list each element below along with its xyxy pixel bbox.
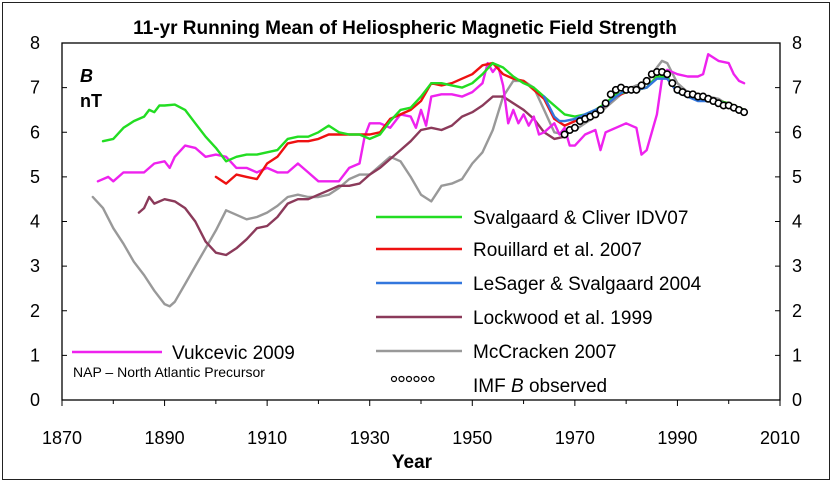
- y-tick-label: 2: [30, 301, 40, 321]
- legend-label-2: Rouillard et al. 2007: [473, 240, 642, 261]
- legend-note: NAP – North Atlantic Precursor: [73, 364, 265, 380]
- legend-observed-marker: [405, 375, 413, 383]
- y-tick-label-right: 6: [792, 122, 802, 142]
- y-tick-label: 8: [30, 33, 40, 53]
- y-tick-label-right: 1: [792, 345, 802, 365]
- observed-point: [606, 90, 615, 99]
- y-tick-label: 1: [30, 345, 40, 365]
- legend-observed-marker: [420, 375, 428, 383]
- y-tick-label-right: 8: [792, 33, 802, 53]
- legend-label-3: LeSager & Svalgaard 2004: [473, 274, 702, 295]
- x-tick-label: 1990: [657, 428, 697, 448]
- observed-point: [663, 70, 672, 79]
- y-axis-unit: nT: [80, 91, 102, 111]
- legend-label-5: McCracken 2007: [473, 342, 617, 363]
- legend-label-6: Vukcevic 2009: [172, 343, 295, 364]
- observed-point: [740, 108, 749, 117]
- series-layer: [91, 53, 746, 308]
- observed-point: [668, 79, 677, 88]
- x-axis: 1870 1890 1910 1930 1950 1970 1990 2010: [42, 400, 800, 448]
- y-tick-label: 4: [30, 212, 40, 232]
- x-tick-label: 1890: [145, 428, 185, 448]
- legend-observed-marker: [390, 375, 398, 383]
- series-line-6: [96, 53, 746, 183]
- legend-observed-marker: [413, 375, 420, 383]
- legend-label-4: Lockwood et al. 1999: [473, 308, 653, 329]
- series-line-4: [137, 95, 566, 257]
- observed-point: [596, 105, 605, 114]
- y-tick-label-right: 0: [792, 390, 802, 410]
- observed-point: [560, 130, 569, 139]
- y-tick-label-right: 4: [792, 212, 802, 232]
- y-tick-label: 5: [30, 167, 40, 187]
- y-tick-label: 3: [30, 256, 40, 276]
- y-tick-label: 6: [30, 122, 40, 142]
- x-tick-label: 1870: [42, 428, 82, 448]
- x-axis-label: Year: [392, 452, 433, 473]
- legend-label-observed: IMF B observed: [473, 376, 607, 397]
- y-axis-right: 0 1 2 3 4 5 6 7 8: [775, 33, 802, 410]
- x-tick-label: 1970: [555, 428, 595, 448]
- observed-point: [591, 110, 600, 119]
- y-axis-left: 0 1 2 3 4 5 6 7 8: [30, 33, 67, 410]
- observed-point: [570, 123, 579, 132]
- observed-point: [632, 85, 641, 94]
- legend-observed-marker: [398, 375, 405, 383]
- x-tick-label: 1910: [247, 428, 287, 448]
- observed-point: [642, 76, 651, 85]
- legend-observed-marker: [428, 375, 435, 383]
- legend: Svalgaard & Cliver IDV07 Rouillard et al.…: [72, 208, 702, 397]
- y-tick-label-right: 3: [792, 256, 802, 276]
- y-tick-label: 7: [30, 78, 40, 98]
- y-tick-label-right: 2: [792, 301, 802, 321]
- y-tick-label-right: 7: [792, 78, 802, 98]
- observed-point: [601, 99, 610, 108]
- legend-label-1: Svalgaard & Cliver IDV07: [473, 208, 688, 229]
- y-tick-label-right: 5: [792, 167, 802, 187]
- x-tick-label: 2010: [760, 428, 800, 448]
- observed-point: [637, 81, 646, 90]
- x-tick-label: 1950: [452, 428, 492, 448]
- observed-series: [560, 68, 749, 139]
- x-tick-label: 1930: [350, 428, 390, 448]
- y-axis-symbol: B: [80, 66, 93, 86]
- chart-title: 11-yr Running Mean of Heliospheric Magne…: [133, 18, 677, 39]
- series-line-5: [91, 59, 741, 308]
- y-tick-label: 0: [30, 390, 40, 410]
